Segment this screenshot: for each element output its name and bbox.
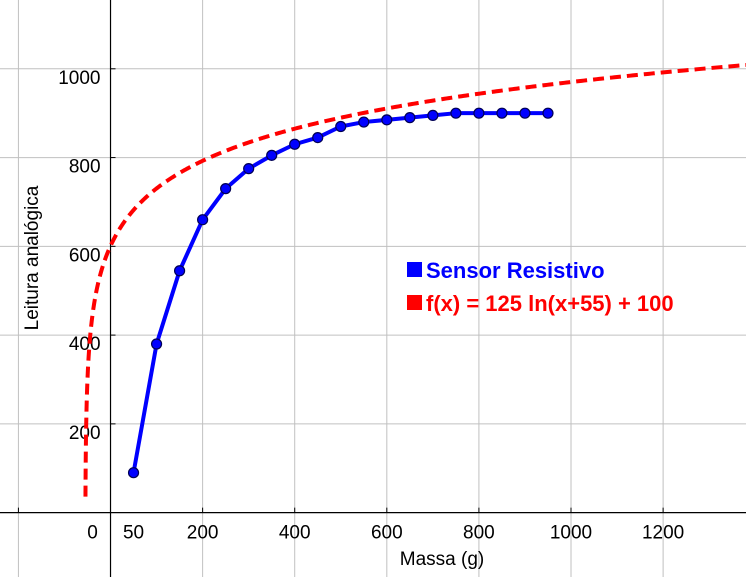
legend-swatch-sensor bbox=[407, 262, 422, 277]
data-point bbox=[220, 183, 232, 195]
data-point bbox=[197, 214, 209, 226]
y-tick-label: 600 bbox=[69, 245, 101, 266]
y-tick-label: 400 bbox=[69, 334, 101, 355]
x-axis-label: Massa (g) bbox=[400, 549, 484, 570]
data-point bbox=[173, 265, 186, 277]
data-point bbox=[127, 467, 140, 479]
x-tick-labels: 0 50 200 400 600 800 1000 1200 bbox=[87, 523, 684, 544]
x-tick-label: 1200 bbox=[642, 523, 684, 544]
legend-swatch-fit bbox=[407, 295, 422, 310]
data-point bbox=[542, 107, 554, 119]
legend-label-sensor: Sensor Resistivo bbox=[426, 258, 605, 283]
legend-label-fit: f(x) = 125 ln(x+55) + 100 bbox=[426, 291, 674, 316]
x-tick-label: 1000 bbox=[550, 523, 592, 544]
x-tick-label: 200 bbox=[187, 523, 219, 544]
legend: Sensor Resistivo f(x) = 125 ln(x+55) + 1… bbox=[407, 258, 674, 316]
x-tick-label: 800 bbox=[463, 523, 495, 544]
y-tick-label: 200 bbox=[69, 423, 101, 444]
fit-curve-layer bbox=[83, 62, 746, 497]
data-point bbox=[404, 112, 416, 124]
data-point bbox=[519, 107, 531, 119]
y-tick-label: 1000 bbox=[58, 68, 100, 89]
fit-curve bbox=[83, 62, 746, 497]
x-tick-label: 50 bbox=[123, 523, 144, 544]
data-point bbox=[289, 138, 301, 150]
y-tick-labels: 200 400 600 800 1000 bbox=[58, 68, 100, 444]
data-point bbox=[358, 116, 370, 128]
data-point bbox=[473, 107, 485, 119]
data-point bbox=[427, 109, 439, 122]
sensor-series-layer bbox=[127, 107, 554, 479]
data-point bbox=[266, 149, 278, 161]
data-point bbox=[381, 114, 393, 126]
y-tick-label: 800 bbox=[69, 157, 101, 178]
data-point bbox=[150, 338, 163, 350]
x-tick-label: 0 bbox=[87, 523, 98, 544]
data-point bbox=[312, 131, 324, 144]
x-tick-label: 400 bbox=[279, 523, 311, 544]
x-tick-label: 600 bbox=[371, 523, 403, 544]
data-point bbox=[496, 107, 508, 119]
data-point bbox=[243, 163, 255, 175]
y-axis-label: Leitura analógica bbox=[22, 185, 43, 330]
data-point bbox=[335, 120, 347, 133]
data-point bbox=[450, 107, 462, 119]
